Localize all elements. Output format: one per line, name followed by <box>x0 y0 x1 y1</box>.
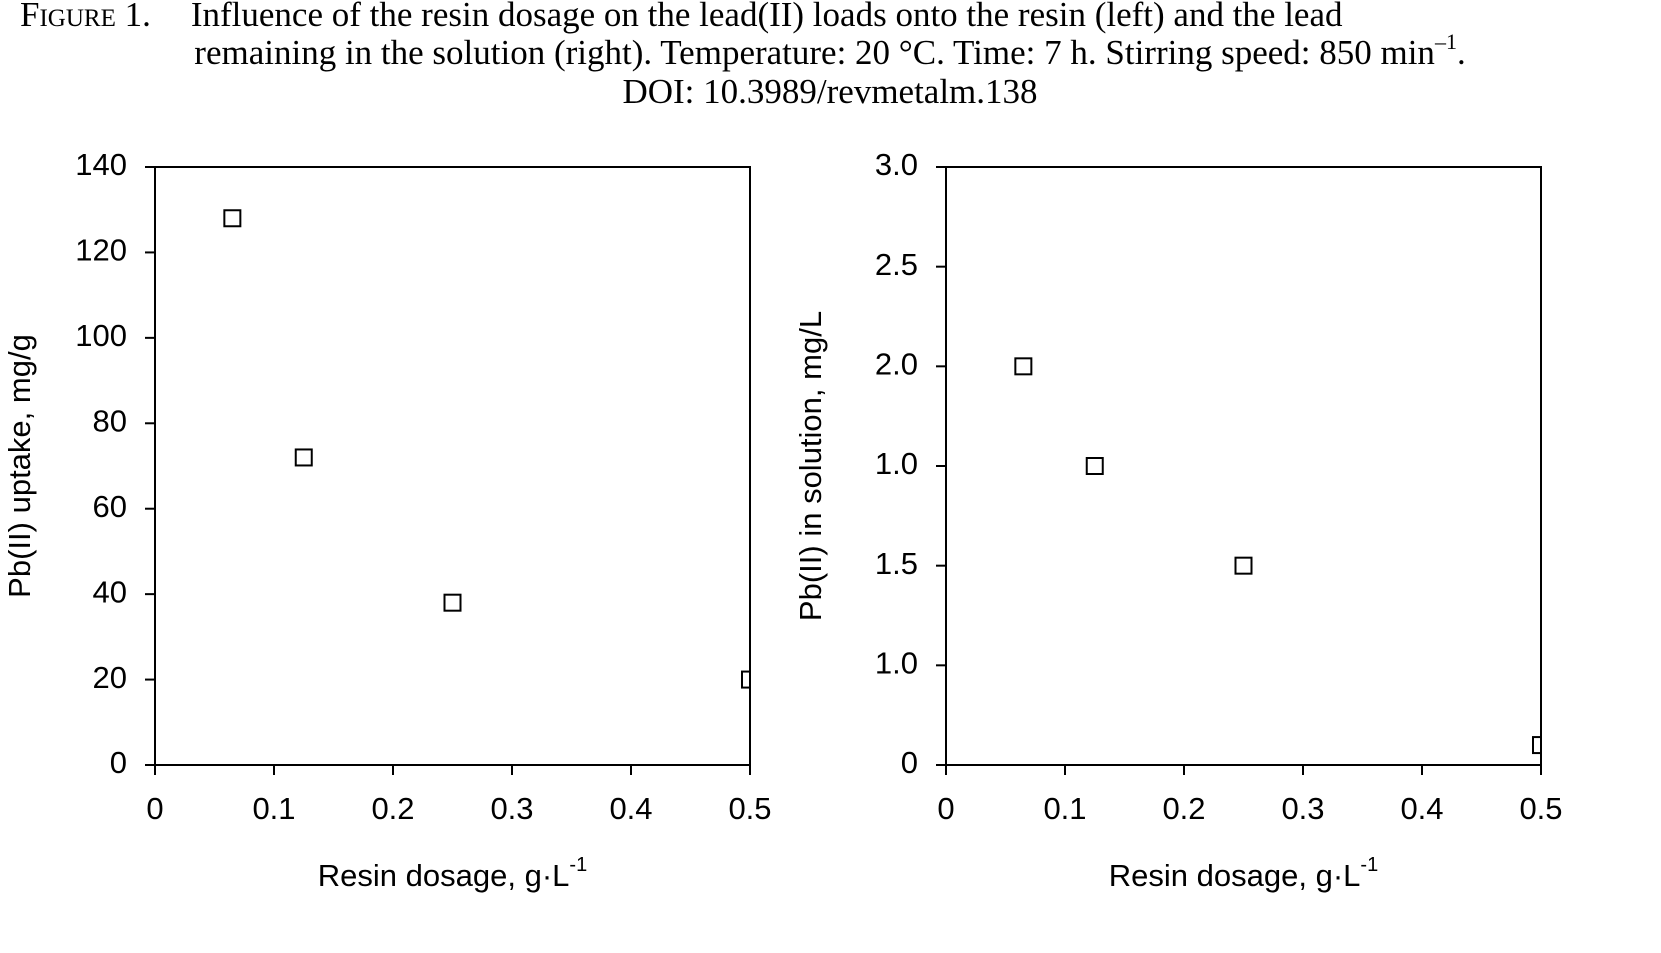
y-tick-label: 0 <box>110 745 127 780</box>
x-tick-label: 0.2 <box>1162 791 1205 826</box>
y-tick-label: 20 <box>93 660 127 695</box>
y-tick-label: 40 <box>93 574 127 609</box>
marker <box>1085 457 1104 475</box>
y-tick-label: 60 <box>93 489 127 524</box>
x-axis-label-sup: -1 <box>569 854 587 876</box>
x-axis-label-sup: -1 <box>1360 854 1378 876</box>
caption-text: Influence of the resin dosage on the lea… <box>191 0 1343 34</box>
caption-sup: –1 <box>1434 29 1457 54</box>
caption-text: remaining in the solution (right). Tempe… <box>194 33 1435 72</box>
y-tick-label: 2.0 <box>875 347 918 382</box>
marker <box>443 593 462 612</box>
y-tick-label: 1.0 <box>875 446 918 481</box>
x-axis-label: Resin dosage, g·L-1 <box>1109 854 1378 893</box>
caption-line: remaining in the solution (right). Tempe… <box>194 29 1465 72</box>
x-tick-label: 0.5 <box>728 791 771 826</box>
marker <box>1234 556 1253 575</box>
y-tick-label: 140 <box>75 147 127 182</box>
x-tick-label: 0.3 <box>1281 791 1324 826</box>
caption-text: . <box>1457 33 1466 72</box>
x-tick-label: 0.4 <box>609 791 652 826</box>
y-tick-label: 1.5 <box>875 546 918 581</box>
marker <box>1014 357 1033 376</box>
x-tick-label: 0.1 <box>1043 791 1086 826</box>
marker <box>741 670 750 689</box>
caption-label: Figure 1. <box>20 0 151 34</box>
y-tick-label: 2.5 <box>875 247 918 282</box>
x-axis-label: Resin dosage, g·L-1 <box>318 854 587 893</box>
y-tick-label: 3.0 <box>875 147 918 182</box>
caption-line: Figure 1. Influence of the resin dosage o… <box>20 0 1343 34</box>
x-tick-label: 0.3 <box>490 791 533 826</box>
y-tick-label: 80 <box>93 403 127 438</box>
x-tick-label: 0 <box>146 791 163 826</box>
x-tick-label: 0 <box>937 791 954 826</box>
x-tick-label: 0.2 <box>371 791 414 826</box>
plot-frame <box>154 166 751 766</box>
y-axis-label: Pb(II) in solution, mg/L <box>793 311 828 621</box>
plot-frame <box>945 166 1542 766</box>
y-tick-label: 100 <box>75 318 127 353</box>
caption-doi: DOI: 10.3989/revmetalm.138 <box>622 72 1037 111</box>
x-axis-label-text: Resin dosage, g·L <box>318 858 570 893</box>
marker <box>294 448 313 467</box>
x-axis-label-text: Resin dosage, g·L <box>1109 858 1361 893</box>
marker <box>1532 736 1541 755</box>
y-axis-label: Pb(II) uptake, mg/g <box>2 334 37 598</box>
x-tick-label: 0.5 <box>1519 791 1562 826</box>
marker <box>223 209 242 228</box>
y-tick-label: 120 <box>75 233 127 268</box>
x-tick-label: 0.4 <box>1400 791 1443 826</box>
x-tick-label: 0.1 <box>252 791 295 826</box>
y-tick-label: 0 <box>901 745 918 780</box>
y-tick-label: 1.0 <box>875 646 918 681</box>
